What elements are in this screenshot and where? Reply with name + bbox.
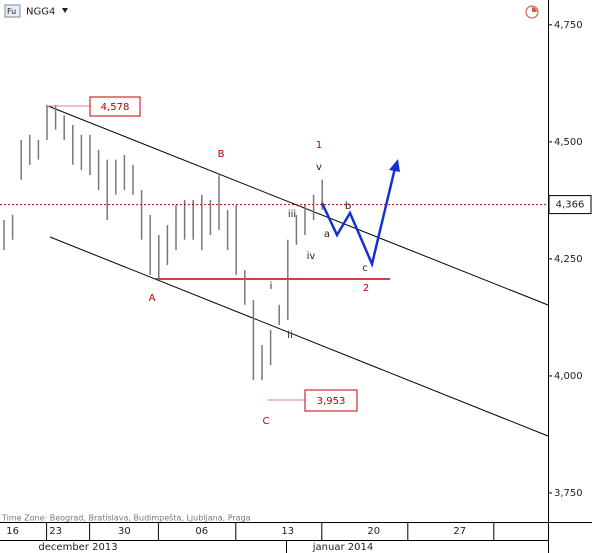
current-price-box [548,195,592,215]
x-tick-label: 13 [281,526,294,537]
annotation: 4,578 [101,102,130,113]
channel-upper [47,105,549,306]
dropdown-arrow[interactable] [62,8,68,13]
wave-projection [320,167,397,268]
wave-label: C [263,416,270,427]
x-tick-label: 30 [118,526,131,537]
x-tick-label: 16 [6,526,19,537]
symbol-icon-text: Fu [7,7,16,16]
wave-label: iii [288,209,296,220]
wave-label: c [362,263,368,274]
y-tick-label: 4,250 [554,254,583,265]
x-tick-label: 06 [195,526,208,537]
wave-label: iv [307,251,316,262]
x-tick-label: 27 [453,526,466,537]
y-tick-label: 4,750 [554,20,583,31]
wave-label: a [324,229,330,240]
wave-label: v [316,162,322,173]
channel-lower [49,236,549,437]
symbol-icon[interactable] [4,4,21,18]
x-tick-label: 20 [367,526,380,537]
wave-label: 2 [363,283,369,294]
month-label: december 2013 [38,542,117,553]
wave-label: i [270,281,273,292]
annotation: 3,953 [317,396,346,407]
annotation-box [89,96,141,117]
annotation-box [304,389,358,412]
y-tick-label: 3,750 [554,488,583,499]
wave-label: B [218,149,225,160]
wave-label: ii [287,330,293,341]
projection-arrowhead [389,159,400,172]
current-price-label: 4,366 [556,200,585,211]
x-tick-label: 23 [49,526,62,537]
symbol[interactable]: NGG4 [26,7,55,18]
clock-icon-hand [532,7,537,12]
y-tick-label: 4,500 [554,137,583,148]
wave-label: A [149,293,156,304]
timezone: Time Zone: Beograd, Bratislava, Budimpeš… [1,513,251,523]
month-label: januar 2014 [312,542,373,553]
wave-label: b [345,201,351,212]
y-tick-label: 4,000 [554,371,583,382]
wave-label: 1 [316,140,322,151]
